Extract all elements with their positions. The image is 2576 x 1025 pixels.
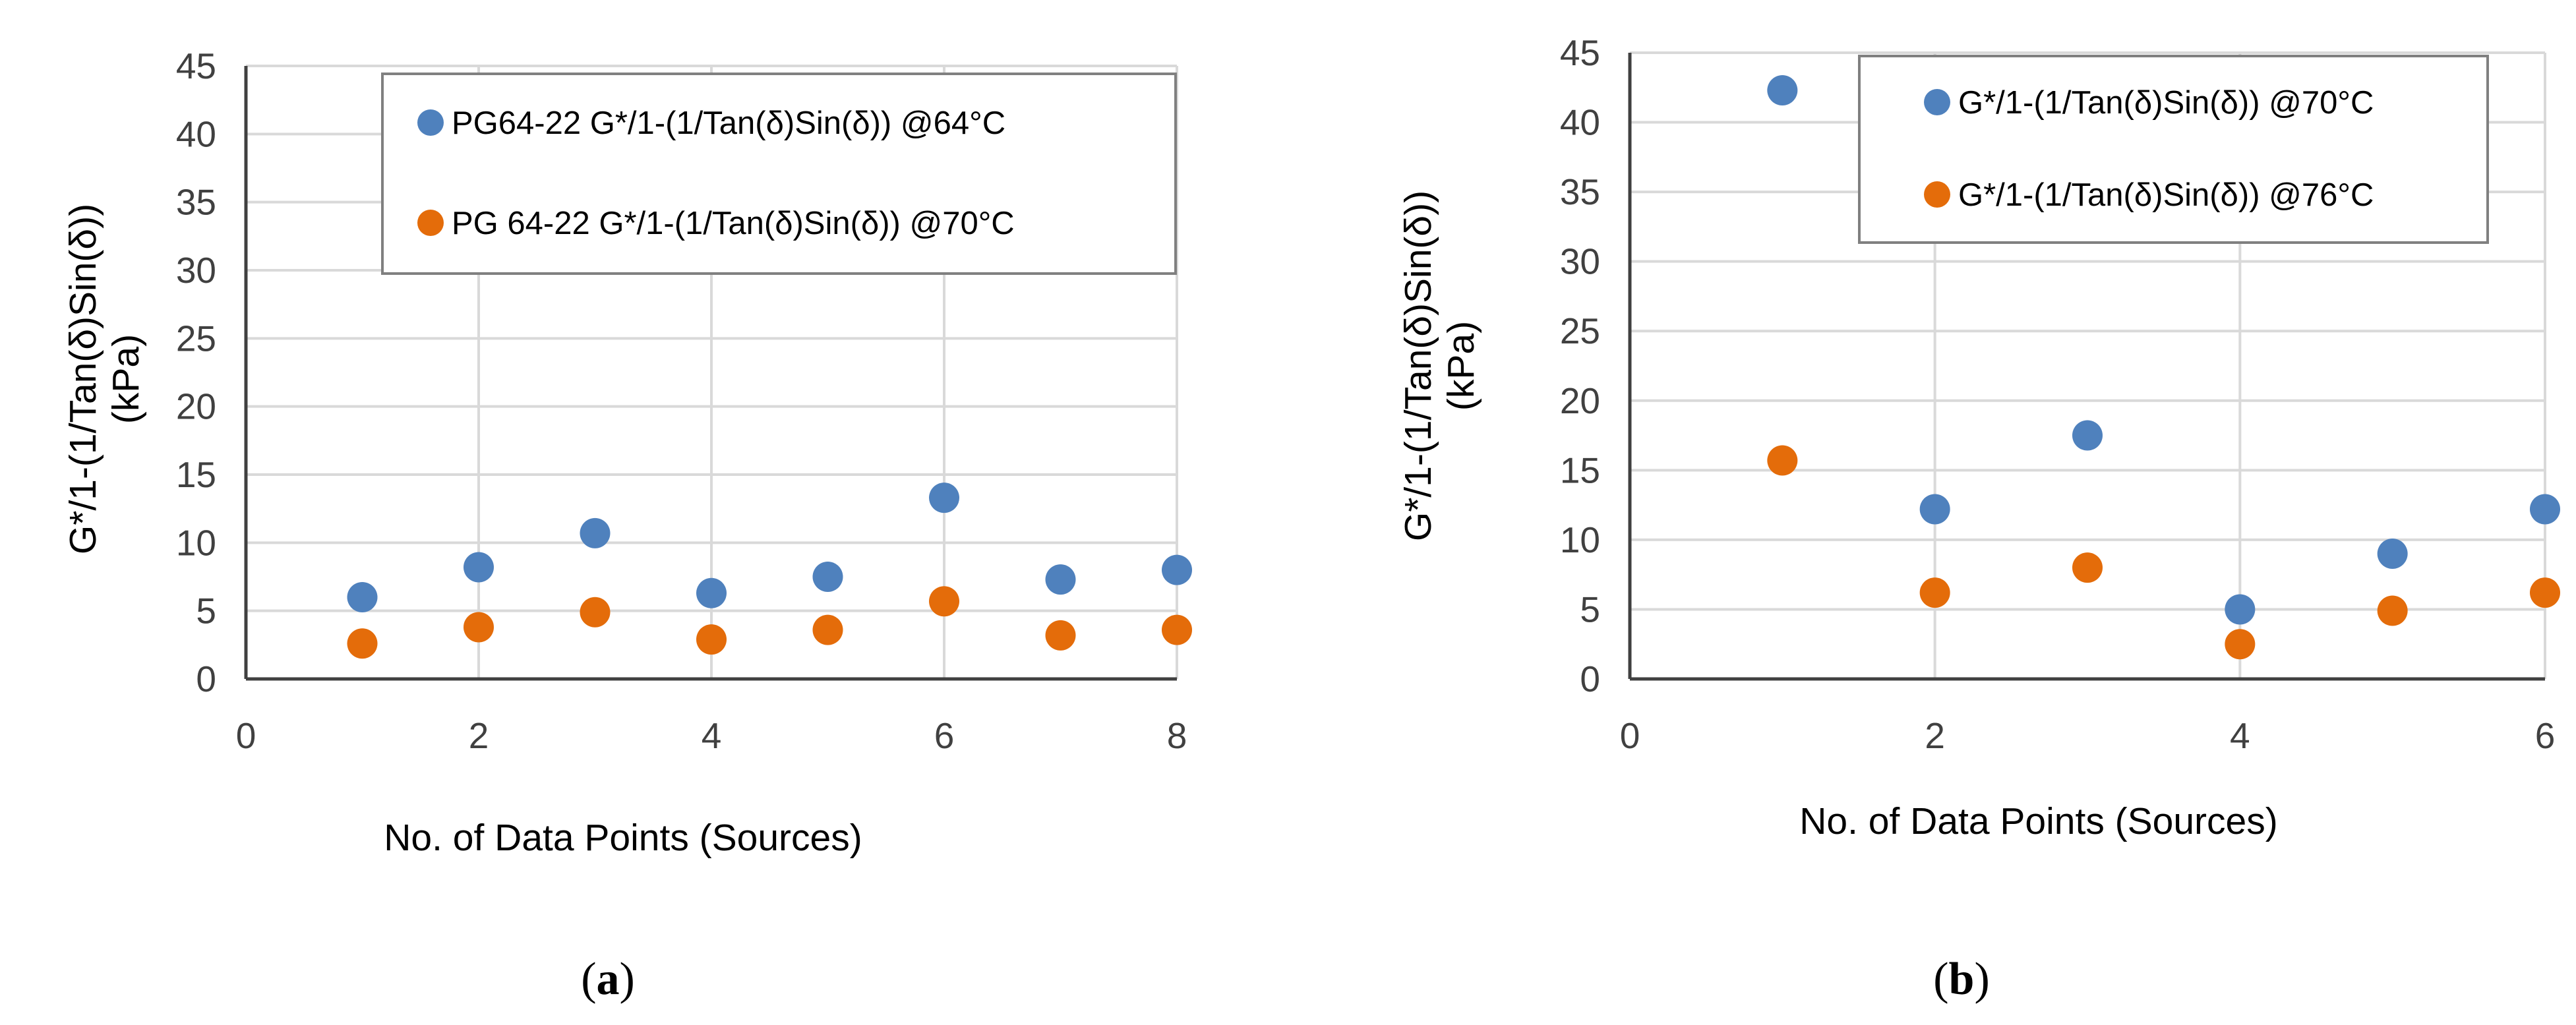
x-tick-labels-b: 0 2 4 6 [1620,715,2556,756]
x-axis-title-a: No. of Data Points (Sources) [384,817,862,859]
x-tick-label-a-6: 6 [934,715,955,756]
y-tick-label-b-45: 45 [1560,32,1600,73]
x-tick-label-a-0: 0 [236,715,256,756]
x-axis-title-b: No. of Data Points (Sources) [1799,800,2277,842]
data-point-a-s2-8 [1162,614,1192,645]
y-tick-label-a-20: 20 [176,386,216,427]
data-point-a-s1-3 [580,517,611,548]
data-point-b-s2-2 [1919,577,1950,608]
legend-marker-b-series1 [1924,89,1950,115]
data-point-a-s1-2 [464,552,494,583]
data-point-a-s2-4 [696,624,727,655]
y-tick-label-b-10: 10 [1560,519,1600,560]
data-point-a-s2-2 [464,612,494,643]
x-tick-label-b-4: 4 [2230,715,2250,756]
y-tick-label-a-10: 10 [176,522,216,563]
data-point-a-s1-5 [812,562,843,592]
y-tick-label-a-35: 35 [176,182,216,223]
y-tick-labels-a: 0 5 10 15 20 25 30 35 40 45 [176,45,216,699]
y-tick-label-b-30: 30 [1560,241,1600,282]
data-point-a-s2-7 [1045,620,1076,651]
data-point-b-s1-3 [2072,420,2103,451]
data-point-b-s1-1 [1767,75,1798,105]
y-tick-label-b-40: 40 [1560,102,1600,143]
legend-marker-a-series2 [417,210,444,236]
y-axis-title-b-line1: G*/1-(1/Tan(δ)Sin(δ)) [1397,190,1439,541]
x-tick-labels-a: 0 2 4 6 8 [236,715,1187,756]
data-point-b-s2-1 [1767,445,1798,476]
legend-a: PG64-22 G*/1-(1/Tan(δ)Sin(δ)) @64°C PG 6… [381,73,1177,275]
data-point-b-s1-6 [2530,494,2560,525]
axes-a [244,66,1177,681]
y-axis-title-a-line2: (kPa) [105,334,147,424]
data-points-b [1767,75,2560,660]
caption-b: (b) [1933,954,1990,1005]
axes-b [1628,53,2545,681]
y-tick-label-a-25: 25 [176,318,216,359]
data-point-b-s2-5 [2377,595,2408,626]
y-tick-label-a-0: 0 [196,659,216,699]
data-point-b-s1-2 [1919,494,1950,525]
data-point-a-s2-3 [580,597,611,628]
y-tick-label-b-15: 15 [1560,450,1600,490]
y-tick-label-b-5: 5 [1580,589,1600,630]
x-tick-label-b-0: 0 [1620,715,1640,756]
legend-box-a [381,73,1177,275]
y-tick-label-a-45: 45 [176,45,216,86]
legend-label-a-series2: PG 64-22 G*/1-(1/Tan(δ)Sin(δ)) @70°C [452,206,1015,241]
y-tick-label-b-35: 35 [1560,171,1600,212]
data-point-a-s1-7 [1045,564,1076,595]
data-point-a-s1-4 [696,577,727,608]
x-tick-label-a-4: 4 [702,715,722,756]
chart-panel-b: 0 5 10 15 20 25 30 35 40 45 0 2 4 6 G*/1-(1/Tan(δ)Si… [1397,32,2560,1005]
data-points-a [347,483,1192,659]
data-point-a-s1-8 [1162,554,1192,585]
data-point-b-s2-4 [2225,629,2256,660]
y-tick-label-a-40: 40 [176,113,216,154]
data-point-a-s1-6 [929,483,959,513]
legend-box-b [1858,55,2489,244]
x-tick-label-b-2: 2 [1925,715,1945,756]
data-point-b-s1-4 [2225,594,2256,625]
y-tick-label-a-5: 5 [196,591,216,631]
legend-marker-b-series2 [1924,181,1950,208]
legend-label-b-series2: G*/1-(1/Tan(δ)Sin(δ)) @76°C [1958,177,2374,213]
data-point-a-s2-6 [929,586,959,617]
legend-b: G*/1-(1/Tan(δ)Sin(δ)) @70°C G*/1-(1/Tan(… [1858,55,2489,244]
data-point-a-s1-1 [347,582,378,612]
legend-label-b-series1: G*/1-(1/Tan(δ)Sin(δ)) @70°C [1958,85,2374,121]
legend-marker-a-series1 [417,109,444,136]
data-point-b-s2-3 [2072,552,2103,583]
chart-panel-a: 0 5 10 15 20 25 30 35 40 45 0 2 4 6 8 G*/1-(1/Tan(δ)S… [62,45,1192,1005]
data-point-b-s1-5 [2377,539,2408,569]
data-point-b-s2-6 [2530,577,2560,608]
y-tick-label-b-25: 25 [1560,310,1600,351]
y-tick-label-b-20: 20 [1560,380,1600,421]
y-tick-labels-b: 0 5 10 15 20 25 30 35 40 45 [1560,32,1600,699]
x-tick-label-b-6: 6 [2535,715,2556,756]
legend-label-a-series1: PG64-22 G*/1-(1/Tan(δ)Sin(δ)) @64°C [452,105,1005,141]
x-tick-label-a-2: 2 [469,715,489,756]
y-tick-label-a-30: 30 [176,250,216,291]
y-tick-label-a-15: 15 [176,454,216,495]
y-tick-label-b-0: 0 [1580,659,1600,699]
x-tick-label-a-8: 8 [1167,715,1187,756]
y-axis-title-a-line1: G*/1-(1/Tan(δ)Sin(δ)) [62,204,104,554]
data-point-a-s2-5 [812,614,843,645]
data-point-a-s2-1 [347,628,378,659]
caption-a: (a) [581,954,635,1005]
y-axis-title-b-line2: (kPa) [1440,321,1482,411]
